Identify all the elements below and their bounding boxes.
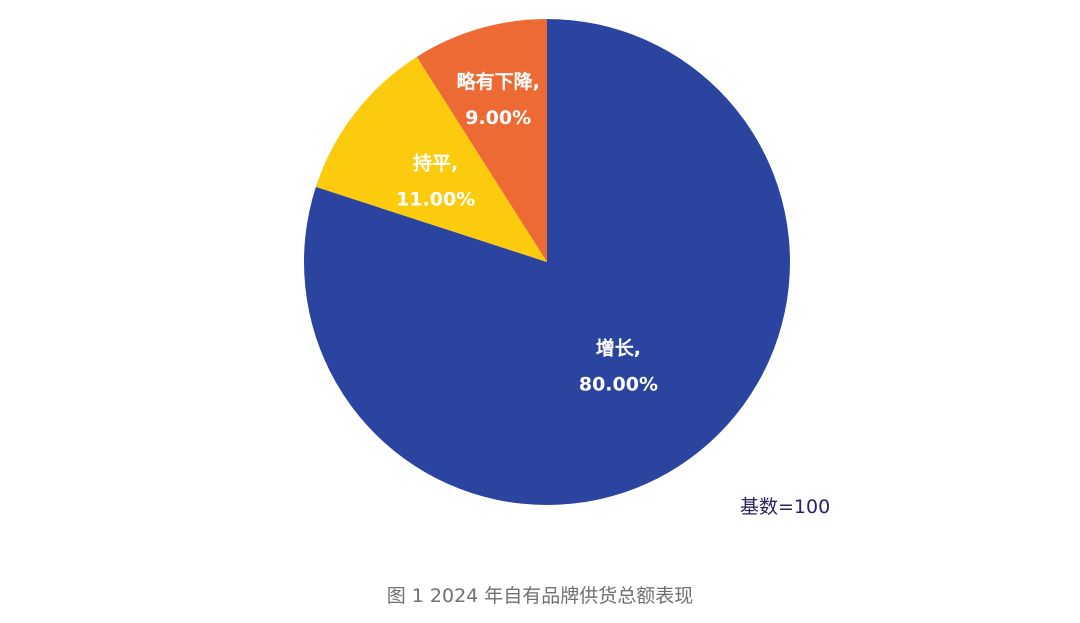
base-note: 基数=100 [740,496,831,518]
pie-slice-lueyouxiajiang [416,18,547,262]
pie-slices [304,18,790,505]
pie-slice-chiping [315,56,547,263]
slice-label-name-zengzhang: 增长, [596,336,641,359]
pie-slice-labels: 增长, 80.00% 持平, 11.00% 略有下降, 9.00% [396,70,658,395]
slice-label-value-lueyouxiajiang: 9.00% [465,107,531,129]
slice-label-value-chiping: 11.00% [396,189,475,211]
slice-label-value-zengzhang: 80.00% [579,373,658,395]
slice-label-name-chiping: 持平, [413,152,458,175]
slice-label-name-lueyouxiajiang: 略有下降, [457,70,540,93]
figure-caption: 图 1 2024 年自有品牌供货总额表现 [386,585,694,607]
